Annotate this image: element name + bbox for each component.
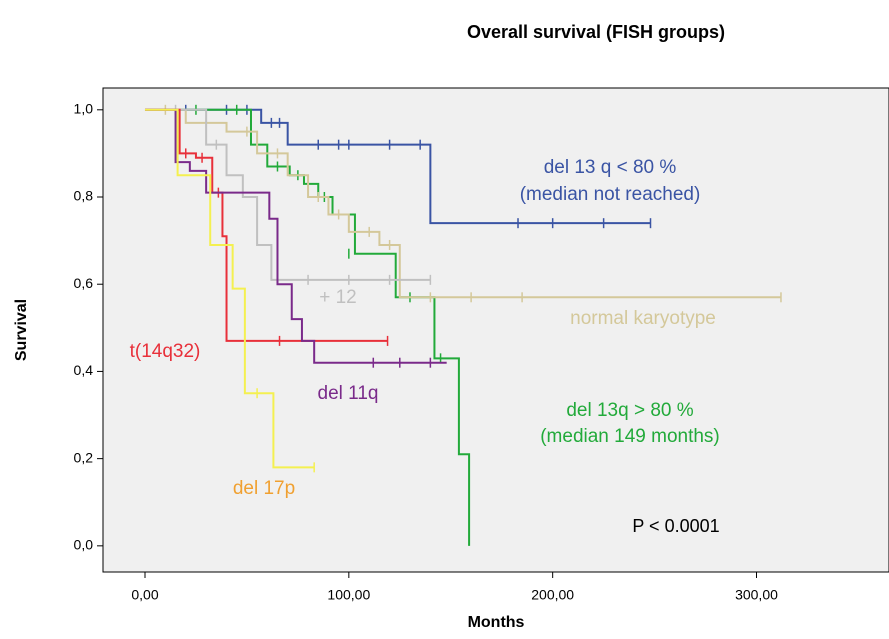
survival-curve	[144, 108, 471, 546]
chart-title: Overall survival (FISH groups)	[467, 22, 725, 42]
series-label: del 13 q < 80 %	[544, 157, 677, 178]
y-tick-label: 1,0	[74, 101, 94, 117]
series-note: (median not reached)	[520, 184, 701, 205]
y-tick-label: 0,0	[74, 537, 94, 553]
x-tick-label: 300,00	[735, 587, 778, 603]
x-tick-label: 0,00	[131, 587, 158, 603]
series-label: normal karyotype	[570, 308, 716, 329]
p-value: P < 0.0001	[632, 516, 719, 536]
y-tick-label: 0,6	[74, 275, 94, 291]
series-label: del 13q > 80 %	[566, 400, 693, 421]
plot-area	[102, 87, 889, 573]
series-label: t(14q32)	[130, 341, 201, 362]
x-axis-label: Months	[468, 614, 525, 631]
survival-curve	[144, 108, 315, 469]
x-tick-label: 100,00	[327, 587, 370, 603]
survival-curve	[144, 108, 651, 225]
series-label: + 12	[319, 287, 357, 308]
series-label: del 11q	[318, 383, 379, 404]
y-axis-label: Survival	[13, 299, 30, 361]
x-tick-label: 200,00	[531, 587, 574, 603]
survival-curve	[144, 108, 781, 299]
y-tick-label: 0,8	[74, 188, 94, 204]
survival-curve	[144, 108, 388, 342]
series-note: (median 149 months)	[540, 426, 720, 447]
survival-curve	[144, 108, 447, 364]
y-tick-label: 0,2	[74, 449, 94, 465]
y-tick-label: 0,4	[74, 362, 94, 378]
series-label: del 17p	[233, 478, 295, 499]
survival-curve	[144, 108, 431, 281]
